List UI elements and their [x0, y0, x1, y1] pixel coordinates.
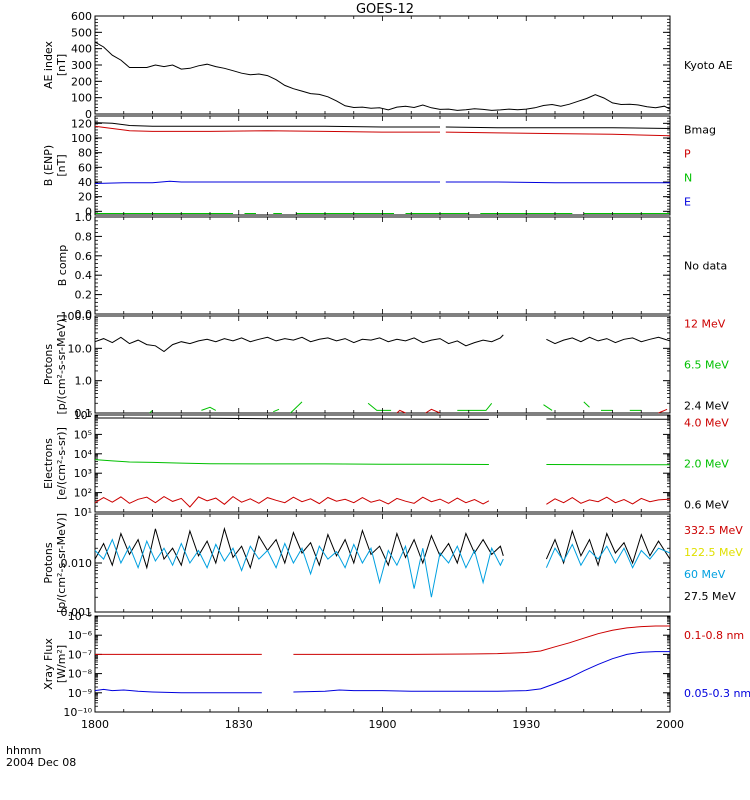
y-tick-label: 0.010 — [61, 557, 93, 570]
y-tick-label: 10⁵ — [74, 428, 92, 441]
y-tick-label: 10⁻⁷ — [68, 648, 92, 661]
panel-ae: 0 100 200 300 400 500 600 AE index [nT] Kyoto AE — [42, 10, 733, 121]
y-axis-title: Protons — [42, 344, 55, 385]
y-tick-label: 0.8 — [75, 230, 93, 243]
legend-entry: No data — [684, 260, 727, 273]
y-tick-label: 600 — [71, 10, 92, 23]
series-line — [149, 401, 642, 414]
x-tick-label: 1830 — [225, 718, 253, 731]
series-line — [94, 459, 670, 466]
y-tick-label: 100.0 — [61, 310, 93, 323]
y-tick-label: 0 — [85, 205, 92, 218]
legend-entry: 4.0 MeV — [684, 417, 729, 430]
y-axis-title: B comp — [56, 245, 69, 287]
y-tick-label: 40 — [78, 176, 92, 189]
y-axis-title: [e/(cm²-s-sr)] — [55, 427, 68, 500]
series-line — [94, 41, 671, 111]
series-line — [94, 334, 671, 353]
y-tick-label: 0.6 — [75, 250, 93, 263]
y-tick-label: 200 — [71, 75, 92, 88]
y-tick-label: 10⁻⁶ — [68, 629, 93, 642]
y-tick-label: 500 — [71, 26, 92, 39]
legend-entry: 122.5 MeV — [684, 546, 743, 559]
legend-entry: 0.05-0.3 nm — [684, 687, 750, 700]
time-axis: 1800 1830 1900 1930 2000 — [81, 16, 684, 731]
legend-entry: Kyoto AE — [684, 59, 733, 72]
y-tick-label: 10⁶ — [74, 409, 93, 422]
y-tick-label: 0.001 — [61, 606, 93, 619]
legend-entry: 6.5 MeV — [684, 359, 729, 372]
y-tick-label: 0 — [85, 108, 92, 121]
y-tick-label: 80 — [78, 147, 92, 160]
series-line — [94, 125, 671, 137]
series-line — [94, 538, 671, 598]
series-line — [95, 625, 670, 655]
y-axis-title: [p/(cm²-s-sr-MeV)] — [55, 513, 68, 613]
legend-entry: 0.1-0.8 nm — [684, 629, 744, 642]
y-tick-label: 0.1 — [75, 407, 93, 420]
series-line — [94, 180, 670, 184]
y-tick-label: 10¹ — [74, 506, 92, 519]
series-line — [94, 122, 671, 129]
y-tick-label: 100 — [71, 92, 92, 105]
legend-entry: 2.0 MeV — [684, 458, 729, 471]
y-tick-label: 1.0 — [75, 211, 93, 224]
legend-entry: P — [684, 148, 691, 161]
legend-entry: 0.6 MeV — [684, 499, 729, 512]
series-line — [94, 651, 670, 694]
legend-entry: 27.5 MeV — [684, 590, 736, 603]
series-line — [94, 526, 671, 570]
y-tick-label: 20 — [78, 191, 92, 204]
legend-entry: N — [684, 172, 692, 185]
y-tick-label: 0.2 — [75, 289, 93, 302]
x-tick-label: 2000 — [656, 718, 684, 731]
legend-entry: 60 MeV — [684, 568, 726, 581]
y-axis-title: AE index — [42, 40, 55, 89]
y-tick-label: 10² — [74, 487, 92, 500]
legend-entry: E — [684, 196, 691, 209]
legend-entry: 332.5 MeV — [684, 524, 743, 537]
y-axis-title: B (ENP) — [42, 145, 55, 186]
y-axis-title: [nT] — [55, 54, 68, 76]
y-axis-title: Protons — [42, 542, 55, 583]
time-format-label: hhmm — [6, 744, 41, 757]
plot-title: GOES-12 — [356, 2, 414, 17]
series-line — [396, 408, 668, 414]
x-tick-label: 1900 — [369, 718, 397, 731]
y-tick-label: 10⁻⁵ — [68, 610, 92, 623]
y-axis-title: [p/(cm²-s-sr-MeV)] — [55, 315, 68, 415]
panel-xray: 10⁻¹⁰ 10⁻⁹ 10⁻⁸ 10⁻⁷ 10⁻⁶ 10⁻⁵ Xray Flux [W/m²]… — [42, 610, 750, 719]
x-tick-label: 1930 — [512, 718, 540, 731]
y-tick-label: 10.0 — [68, 342, 93, 355]
y-tick-label: 10⁻⁹ — [68, 687, 92, 700]
legend-entry: 2.4 MeV — [684, 400, 729, 413]
y-tick-label: 0.0 — [75, 308, 93, 321]
y-axis-title: Xray Flux — [42, 638, 55, 690]
y-tick-label: 10⁴ — [74, 448, 93, 461]
date-label: 2004 Dec 08 — [6, 756, 76, 769]
y-axis-title: Electrons — [42, 438, 55, 489]
y-tick-label: 120 — [71, 117, 92, 130]
series-line — [94, 417, 671, 420]
y-tick-label: 10⁻¹⁰ — [63, 706, 92, 719]
y-tick-label: 60 — [78, 161, 92, 174]
legend-entry: 12 MeV — [684, 318, 726, 331]
y-tick-label: 10³ — [74, 467, 92, 480]
y-tick-label: 10⁻⁸ — [68, 668, 93, 681]
y-tick-label: 400 — [71, 43, 92, 56]
legend-entry: Bmag — [684, 124, 716, 137]
y-tick-label: 0.4 — [75, 269, 93, 282]
series-line — [94, 495, 671, 508]
y-axis-title: [nT] — [55, 154, 68, 176]
y-tick-label: 300 — [71, 59, 92, 72]
y-axis-title: [W/m²] — [55, 645, 68, 683]
y-tick-label: 1.0 — [75, 375, 93, 388]
panel-protons_low: 0.1 1.0 10.0 100.0 Protons [p/(cm²-s-sr-MeV)]… — [42, 310, 729, 420]
x-tick-label: 1800 — [81, 718, 109, 731]
y-tick-label: 100 — [71, 132, 92, 145]
